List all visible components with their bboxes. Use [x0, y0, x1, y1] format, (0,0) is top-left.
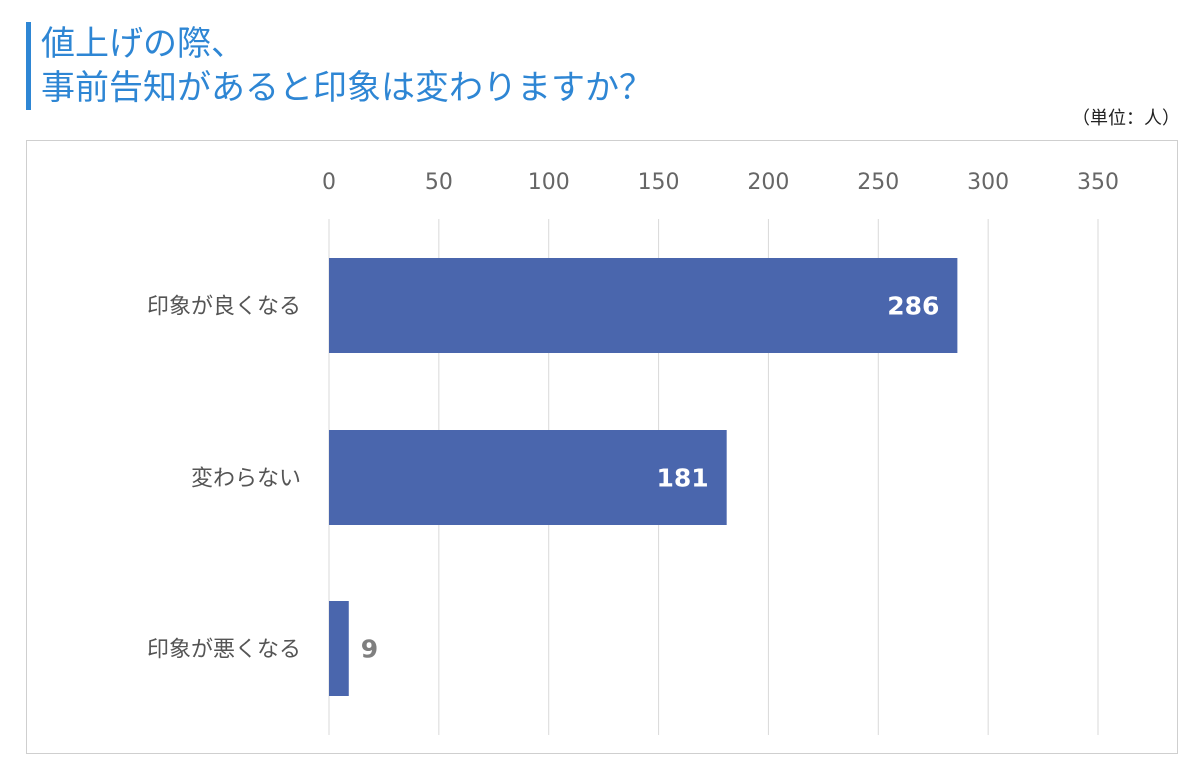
data-label-3: 9 [361, 635, 378, 664]
x-tick-label-0: 0 [322, 170, 336, 195]
chart-title: 値上げの際、 事前告知があると印象は変わりますか？ [26, 22, 653, 110]
x-tick-label-200: 200 [747, 170, 789, 195]
data-label-2: 181 [656, 464, 708, 493]
unit-label: （単位：人） [1072, 108, 1180, 129]
category-label-1: 印象が良くなる [147, 295, 301, 320]
x-tick-label-150: 150 [638, 170, 680, 195]
chart-frame: 0 50 100 150 200 250 300 350 印象が良くなる 286 変わらない 181 印… [26, 140, 1178, 754]
x-tick-label-50: 50 [425, 170, 453, 195]
title-line-1: 値上げの際、 [41, 24, 245, 64]
category-label-3: 印象が悪くなる [147, 638, 301, 663]
x-tick-label-350: 350 [1077, 170, 1119, 195]
x-tick-label-250: 250 [857, 170, 899, 195]
x-tick-label-300: 300 [967, 170, 1009, 195]
data-label-1: 286 [887, 292, 939, 321]
title-line-2: 事前告知があると印象は変わりますか？ [41, 68, 653, 108]
bar-chart: 0 50 100 150 200 250 300 350 印象が良くなる 286 変わらない 181 印… [147, 170, 1119, 735]
bar-2 [329, 430, 727, 525]
x-tick-label-100: 100 [528, 170, 570, 195]
bar-1 [329, 258, 958, 353]
bar-3 [329, 601, 349, 696]
category-label-2: 変わらない [191, 467, 301, 492]
